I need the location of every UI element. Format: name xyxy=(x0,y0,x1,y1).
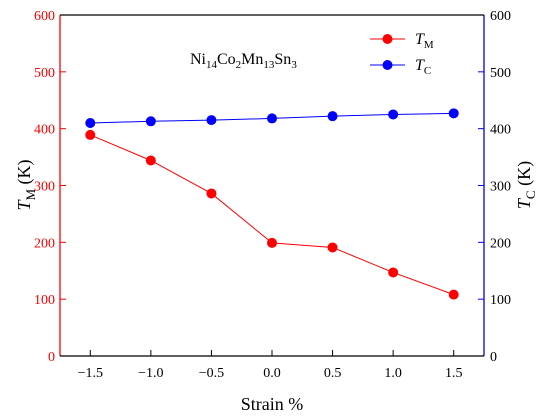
annotation-subscript: 3 xyxy=(291,59,297,71)
y-tick-label-right: 100 xyxy=(490,293,511,308)
annotation-subscript: 2 xyxy=(236,59,242,71)
annotation-element: Co xyxy=(217,51,236,68)
legend-label-tm: TM xyxy=(415,31,434,51)
y-tick-label-right: 300 xyxy=(490,180,511,195)
series-layer xyxy=(85,108,459,300)
data-point-tm xyxy=(267,237,277,248)
data-point-tc xyxy=(448,108,459,119)
y-tick-label-left: 400 xyxy=(34,123,55,138)
compound-annotation: Ni14Co2Mn13Sn3 xyxy=(190,51,297,71)
annotation-element: Sn xyxy=(274,51,291,68)
y-tick-label-right: 400 xyxy=(490,123,511,138)
y-tick-label-right: 500 xyxy=(490,66,511,81)
legend-label-tc: TC xyxy=(415,57,431,77)
y-axis-title-right: TC (K) xyxy=(514,161,538,209)
ticks-layer: −1.5 −1.0 −0.5 0.0 0.5 1.0 1.5 0 100 200 300 400 500… xyxy=(34,9,511,381)
series-line-tm xyxy=(90,134,454,296)
data-point-tc xyxy=(327,111,338,122)
y-tick-label-left: 600 xyxy=(34,9,55,24)
y-tick-label-left: 500 xyxy=(34,66,55,81)
data-point-tc xyxy=(206,115,217,126)
data-point-tc xyxy=(145,116,156,127)
y-axis-title-left: TM (K) xyxy=(14,159,38,210)
y-tick-label-right: 600 xyxy=(490,9,511,24)
data-point-tm xyxy=(448,289,459,300)
x-tick-label: −0.5 xyxy=(199,366,224,381)
y-tick-label-left: 100 xyxy=(34,293,55,308)
data-point-tc xyxy=(267,113,277,124)
legend: TM TC xyxy=(370,31,434,77)
data-point-tc xyxy=(388,109,399,120)
data-point-tm xyxy=(85,129,96,140)
x-tick-label: 0.0 xyxy=(263,366,281,381)
x-tick-label: 1.0 xyxy=(384,366,402,381)
y-tick-label-right: 200 xyxy=(490,236,511,251)
data-point-tc xyxy=(85,117,96,128)
data-point-tm xyxy=(145,155,156,166)
legend-marker-tm xyxy=(382,34,393,44)
x-axis-title: Strain % xyxy=(241,394,304,414)
legend-marker-tc xyxy=(382,60,393,70)
annotation-subscript: 13 xyxy=(263,59,275,71)
y-tick-label-left: 0 xyxy=(48,350,55,365)
annotation-element: Mn xyxy=(241,51,263,68)
annotation-subscript: 14 xyxy=(206,59,218,71)
y-tick-label-left: 300 xyxy=(34,180,55,195)
data-point-tm xyxy=(206,188,217,199)
y-tick-label-right: 0 xyxy=(490,350,497,365)
x-tick-label: −1.5 xyxy=(78,366,103,381)
data-point-tm xyxy=(327,242,338,253)
data-point-tm xyxy=(388,267,399,278)
y-tick-label-left: 200 xyxy=(34,236,55,251)
x-tick-label: 1.5 xyxy=(445,366,463,381)
x-tick-label: −1.0 xyxy=(138,366,163,381)
annotation-element: Ni xyxy=(190,51,207,68)
x-tick-label: 0.5 xyxy=(324,366,342,381)
